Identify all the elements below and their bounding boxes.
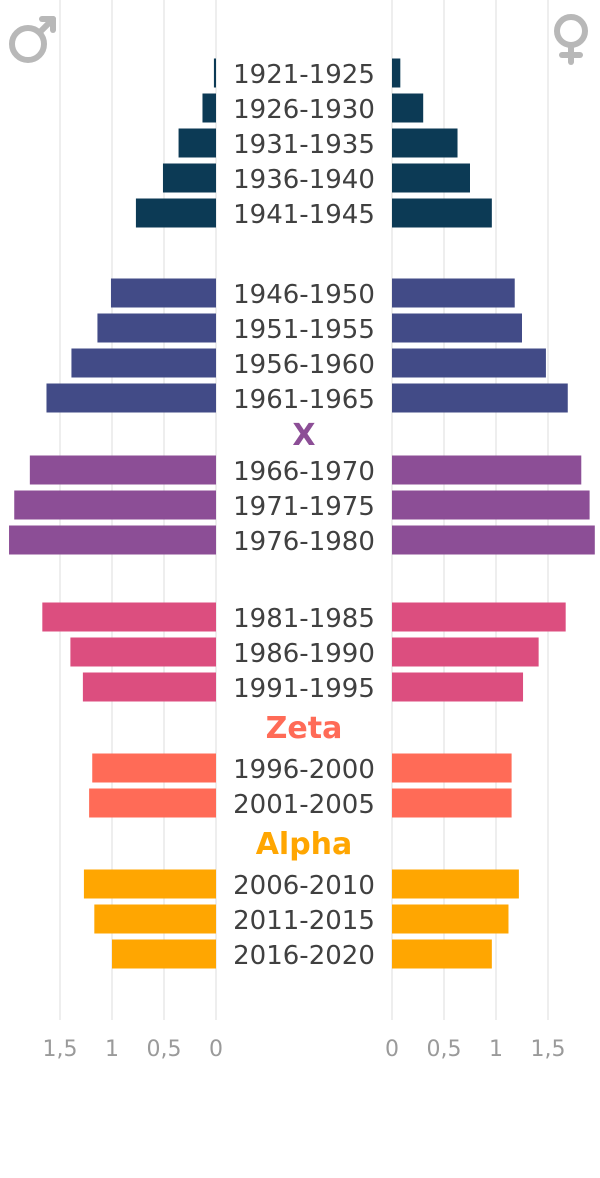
x-tick-left: 1,5 <box>43 1037 78 1062</box>
bar-left-1946-1950 <box>110 278 216 308</box>
bar-left-2011-2015 <box>94 904 216 934</box>
bar-right-1931-1935 <box>392 128 458 158</box>
axis-ticks: 1,5 1 0,5 0 0 0,5 1 1,5 <box>43 1037 566 1062</box>
x-tick-right: 0,5 <box>427 1037 462 1062</box>
bar-left-1921-1925 <box>213 58 216 88</box>
category-label: 1981-1985 <box>233 604 375 634</box>
bar-left-1971-1975 <box>14 490 216 520</box>
x-tick-left: 0 <box>209 1037 223 1062</box>
category-label: 1921-1925 <box>233 60 375 90</box>
x-tick-right: 0 <box>385 1037 399 1062</box>
category-label: 2011-2015 <box>233 906 375 936</box>
bar-left-1951-1955 <box>97 313 216 343</box>
bar-left-1986-1990 <box>70 637 217 667</box>
bar-right-1971-1975 <box>392 490 590 520</box>
bar-left-2001-2005 <box>89 788 216 818</box>
bar-left-1991-1995 <box>82 672 216 702</box>
bar-left-1931-1935 <box>178 128 216 158</box>
male-symbol-icon <box>9 16 56 63</box>
category-label: 2001-2005 <box>233 790 375 820</box>
category-label: 1956-1960 <box>233 350 375 380</box>
category-label: 1966-1970 <box>233 457 375 487</box>
bar-right-1966-1970 <box>392 455 582 485</box>
bar-left-1941-1945 <box>135 198 216 228</box>
bar-right-1961-1965 <box>392 383 568 413</box>
bar-left-1936-1940 <box>162 163 216 193</box>
bar-right-1936-1940 <box>392 163 470 193</box>
bar-left-1966-1970 <box>29 455 217 485</box>
bar-left-1956-1960 <box>71 348 216 378</box>
category-label: 2016-2020 <box>233 941 375 971</box>
bar-right-2006-2010 <box>392 869 519 899</box>
bar-right-1951-1955 <box>392 313 522 343</box>
bars <box>9 58 595 969</box>
bar-right-2016-2020 <box>392 939 492 969</box>
category-label: 1971-1975 <box>233 492 375 522</box>
generation-label: Zeta <box>266 711 343 746</box>
bar-right-1996-2000 <box>392 753 512 783</box>
x-tick-left: 0,5 <box>147 1037 182 1062</box>
x-tick-left: 1 <box>105 1037 119 1062</box>
generation-labels: X Zeta Alpha <box>256 418 353 862</box>
bar-left-2016-2020 <box>112 939 216 969</box>
x-tick-right: 1,5 <box>531 1037 566 1062</box>
bar-right-1986-1990 <box>392 637 539 667</box>
category-label: 1931-1935 <box>233 130 375 160</box>
category-label: 1961-1965 <box>233 385 375 415</box>
bar-right-1926-1930 <box>392 93 424 123</box>
x-tick-right: 1 <box>489 1037 503 1062</box>
bar-right-1941-1945 <box>392 198 492 228</box>
female-symbol-icon <box>554 14 588 65</box>
category-label: 1991-1995 <box>233 674 375 704</box>
category-label: 1996-2000 <box>233 755 375 785</box>
bar-left-1996-2000 <box>92 753 216 783</box>
bar-left-1976-1980 <box>9 525 217 555</box>
category-labels: 1921-1925 1926-1930 1931-1935 1936-1940 1941… <box>233 60 375 971</box>
category-label: 1936-1940 <box>233 165 375 195</box>
generation-label: X <box>292 418 315 453</box>
category-label: 1941-1945 <box>233 200 375 230</box>
bar-left-1926-1930 <box>202 93 216 123</box>
bar-right-1981-1985 <box>392 602 566 632</box>
bar-right-2011-2015 <box>392 904 509 934</box>
bar-right-1921-1925 <box>392 58 401 88</box>
category-label: 1976-1980 <box>233 527 375 557</box>
bar-right-1946-1950 <box>392 278 515 308</box>
bar-right-1956-1960 <box>392 348 546 378</box>
bar-right-1991-1995 <box>392 672 524 702</box>
bar-left-2006-2010 <box>83 869 216 899</box>
bar-left-1961-1965 <box>46 383 217 413</box>
bar-right-2001-2005 <box>392 788 512 818</box>
category-label: 1926-1930 <box>233 95 375 125</box>
bar-right-1976-1980 <box>392 525 595 555</box>
bar-left-1981-1985 <box>42 602 216 632</box>
category-label: 1986-1990 <box>233 639 375 669</box>
category-label: 1951-1955 <box>233 315 375 345</box>
category-label: 2006-2010 <box>233 871 375 901</box>
category-label: 1946-1950 <box>233 280 375 310</box>
generation-label: Alpha <box>256 827 353 862</box>
